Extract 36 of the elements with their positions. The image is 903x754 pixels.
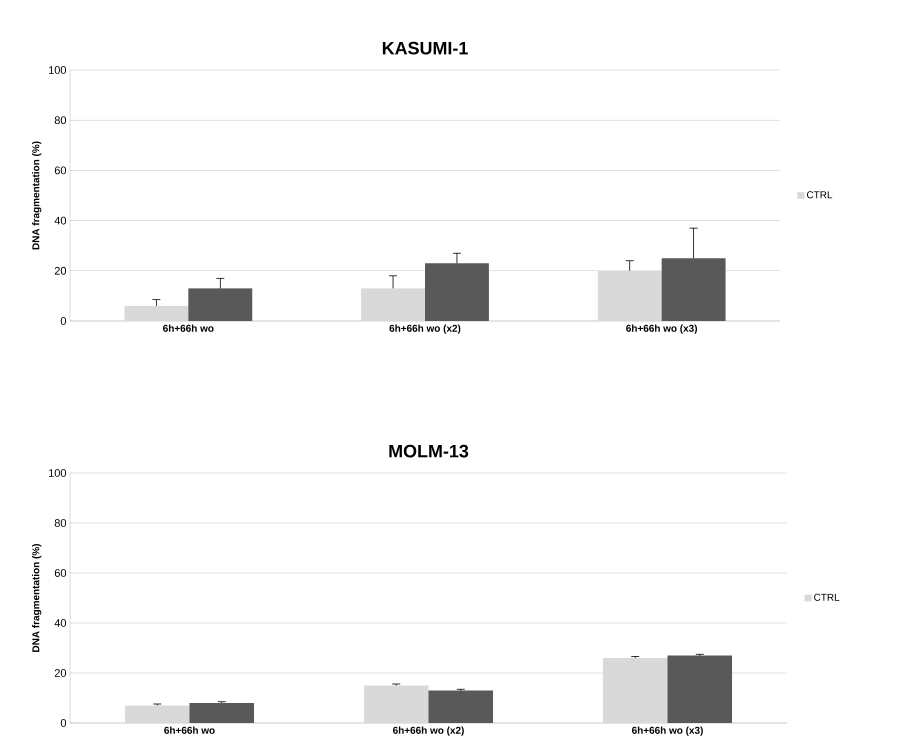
y-tick-label: 0 — [60, 719, 66, 727]
bar — [188, 288, 252, 321]
bar — [428, 690, 494, 723]
y-tick-label: 60 — [54, 569, 66, 577]
x-tick-label: 6h+66h wo (x2) — [390, 324, 460, 334]
y-tick-label: 60 — [54, 166, 66, 174]
x-tick-label: 6h+66h wo — [164, 726, 215, 734]
chart-title: KASUMI-1 — [382, 42, 468, 54]
y-tick-label: 0 — [60, 317, 66, 325]
y-tick-label: 100 — [49, 66, 66, 74]
bar — [190, 703, 254, 723]
y-tick-label: 20 — [54, 669, 66, 677]
y-axis-title: DNA fragmentation (%) — [32, 141, 42, 250]
bar — [425, 263, 489, 321]
y-tick-label: 40 — [54, 619, 66, 627]
bar — [602, 658, 668, 723]
x-tick-label: 6h+66h wo — [163, 324, 214, 332]
legend-label: CTRL — [814, 594, 840, 601]
bar — [361, 288, 426, 321]
x-tick-label: 6h+66h wo (x2) — [393, 726, 464, 736]
y-tick-label: 20 — [54, 266, 66, 275]
y-tick-label: 100 — [49, 469, 66, 477]
y-tick-label: 80 — [54, 519, 66, 527]
x-tick-label: 6h+66h wo (x3) — [632, 726, 703, 736]
bar — [662, 258, 726, 321]
y-tick-label: 80 — [54, 116, 66, 124]
bar — [364, 686, 429, 723]
chart-title: MOLM-13 — [389, 444, 468, 458]
y-tick-label: 40 — [54, 216, 66, 224]
x-tick-label: 6h+66h wo (x3) — [626, 324, 698, 334]
bar — [598, 270, 662, 321]
bar — [124, 306, 188, 321]
legend-label: CTRL — [806, 191, 832, 198]
y-axis-title: DNA fragmentation (%) — [32, 544, 42, 652]
bar — [668, 656, 732, 723]
bar — [124, 706, 190, 723]
